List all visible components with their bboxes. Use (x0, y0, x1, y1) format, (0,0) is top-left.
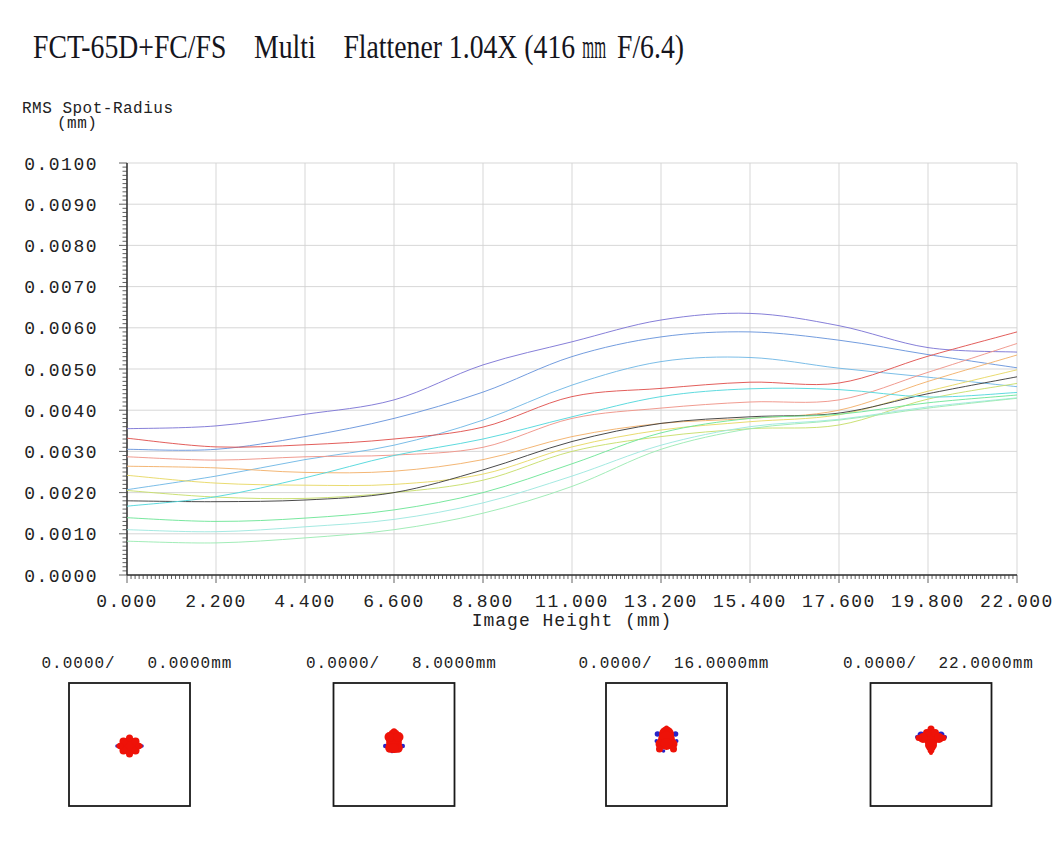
y-tick-label: 0.0050 (24, 361, 98, 381)
title-mm-unit: mm (582, 29, 606, 66)
y-axis-title-line1: RMS Spot-Radius (22, 102, 174, 117)
x-tick-label: 17.600 (802, 592, 876, 612)
spot-red-dot (116, 744, 120, 748)
spot-red-dot (941, 735, 947, 741)
y-tick-label: 0.0020 (24, 484, 98, 504)
spot-red-dot (391, 728, 397, 734)
x-axis-title: Image Height (mm) (472, 611, 673, 631)
x-tick-label: 15.400 (713, 592, 787, 612)
x-tick-label: 11.000 (535, 592, 609, 612)
spot-red-dot (656, 746, 663, 753)
spot-diagram-2: 0.0000/ 16.0000mm (579, 655, 770, 806)
spot-label: 0.0000/ 22.0000mm (843, 655, 1034, 673)
x-tick-labels: 0.000 2.200 4.400 6.600 8.800 11.000 13.200 15.… (96, 592, 1054, 612)
spot-diagram-1: 0.0000/ 8.0000mm (306, 655, 497, 806)
spot-red-dot (126, 735, 133, 742)
spot-red-dot (670, 746, 677, 753)
y-tick-label: 0.0040 (24, 402, 98, 422)
spot-diagram-3: 0.0000/ 22.0000mm (843, 655, 1034, 806)
x-tick-label: 13.200 (624, 592, 698, 612)
y-axis-title: RMS Spot-Radius (mm) (22, 102, 174, 132)
y-tick-label: 0.0100 (24, 155, 98, 175)
x-tick-label: 8.800 (452, 592, 514, 612)
y-tick-label: 0.0010 (24, 525, 98, 545)
title-text-tail: F/6.4) (610, 29, 684, 65)
spot-red-dot (389, 743, 399, 753)
page: FCT-65D+FC/FS Multi Flattener 1.04X (416… (0, 0, 1059, 860)
title-text: FCT-65D+FC/FS Multi Flattener 1.04X (416 (33, 29, 582, 65)
gridlines (127, 163, 1017, 575)
y-tick-label: 0.0070 (24, 278, 98, 298)
y-tick-label: 0.0000 (24, 567, 98, 587)
y-tick-label: 0.0090 (24, 196, 98, 216)
y-tick-label: 0.0030 (24, 443, 98, 463)
x-tick-label: 22.000 (980, 592, 1054, 612)
y-tick-label: 0.0080 (24, 237, 98, 257)
spot-red-dot (664, 726, 669, 731)
y-tick-labels: 0.0000 0.0010 0.0020 0.0030 0.0040 0.0050 0.00… (24, 155, 98, 587)
spot-diagram-0: 0.0000/ 0.0000mm (42, 655, 233, 806)
x-tick-label: 19.800 (891, 592, 965, 612)
y-tick-label: 0.0060 (24, 319, 98, 339)
x-tick-label: 0.000 (96, 592, 158, 612)
spot-red-dot (929, 751, 933, 755)
spot-label: 0.0000/ 8.0000mm (306, 655, 497, 673)
y-axis-title-line2: (mm) (57, 117, 174, 132)
spot-red-dot (126, 751, 133, 758)
spot-red-dot (139, 744, 143, 748)
spot-label: 0.0000/ 0.0000mm (42, 655, 233, 673)
x-tick-label: 4.400 (274, 592, 336, 612)
chart-title: FCT-65D+FC/FS Multi Flattener 1.04X (416… (33, 29, 684, 66)
x-tick-label: 2.200 (185, 592, 247, 612)
spot-red-dot (916, 735, 922, 741)
x-tick-label: 6.600 (363, 592, 425, 612)
spot-label: 0.0000/ 16.0000mm (579, 655, 770, 673)
